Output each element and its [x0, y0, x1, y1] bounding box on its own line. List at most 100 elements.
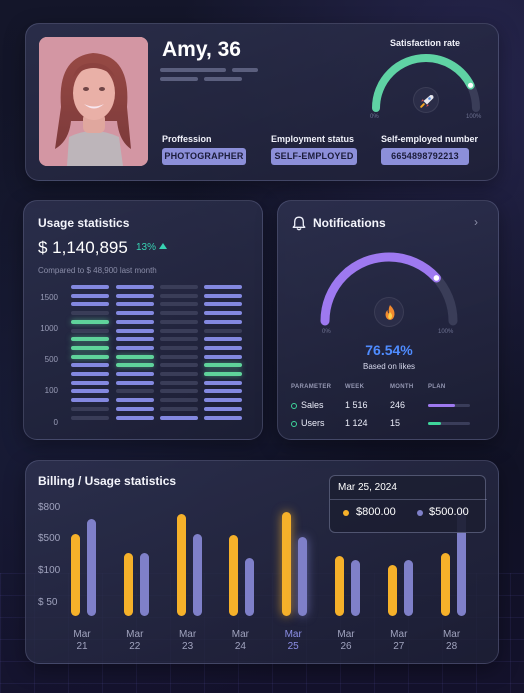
usage-bar-segment — [204, 372, 242, 376]
chevron-right-icon[interactable]: › — [474, 215, 478, 229]
profile-photo — [39, 37, 148, 166]
usage-y-tick: 0 — [53, 418, 58, 427]
table-header-week: WEEK — [345, 384, 365, 390]
usage-bar-segment — [116, 328, 154, 333]
usage-bar-segment — [71, 389, 109, 394]
plan-progress-track — [428, 422, 470, 425]
usage-bar-segment — [204, 311, 242, 316]
self-employed-number-chip: 6654898792213 — [381, 148, 469, 165]
notifications-card: Notifications › 0% 100% 76.54% Based on … — [277, 200, 499, 440]
plan-progress-fill — [428, 404, 456, 407]
usage-bar-segment — [71, 319, 109, 324]
avatar — [39, 37, 148, 166]
billing-bar[interactable] — [351, 559, 360, 616]
usage-bar-segment — [160, 319, 198, 324]
billing-bar[interactable] — [440, 553, 450, 616]
billing-bar[interactable] — [456, 508, 466, 616]
tooltip-value-b: $500.00 — [429, 506, 469, 518]
placeholder-line — [232, 68, 258, 72]
usage-bar-segment — [160, 311, 198, 316]
week-value: 1 124 — [345, 418, 368, 428]
billing-bar[interactable] — [229, 534, 239, 616]
series-b-dot-icon — [417, 510, 423, 516]
usage-bar-segment — [204, 380, 242, 385]
billing-bar[interactable] — [139, 552, 149, 616]
billing-x-label-line: 22 — [129, 641, 141, 652]
usage-growth: 13% — [136, 242, 168, 253]
plan-progress-fill — [428, 422, 442, 425]
billing-x-label-line: Mar — [73, 629, 91, 640]
billing-bar[interactable] — [245, 558, 255, 616]
billing-bar[interactable] — [403, 559, 413, 616]
usage-bar-segment — [116, 389, 154, 394]
param-name: Sales — [301, 400, 324, 410]
placeholder-line — [160, 77, 198, 81]
likes-gauge — [320, 252, 458, 326]
usage-bar-segment — [160, 337, 198, 342]
usage-bar-segment — [204, 345, 242, 350]
billing-bar[interactable] — [87, 519, 96, 616]
self-employed-number-label: Self-employed number — [381, 134, 479, 144]
status-dot-icon — [291, 421, 297, 427]
billing-usage-card: Billing / Usage statistics $800 $500 $100 $… — [25, 460, 499, 664]
usage-bar-segment — [71, 372, 109, 376]
usage-y-tick: 500 — [44, 355, 58, 364]
usage-bar-segment — [204, 415, 242, 420]
table-header-month: MONTH — [390, 384, 414, 390]
billing-x-label-line: Mar — [231, 629, 249, 640]
billing-bar[interactable] — [192, 533, 202, 616]
usage-bar-segment — [160, 380, 198, 385]
usage-bar-segment — [116, 345, 154, 350]
likes-gauge-fill — [320, 252, 458, 326]
billing-bar[interactable] — [282, 512, 292, 616]
likes-max-label: 100% — [438, 329, 454, 335]
usage-bar-segment — [116, 319, 154, 324]
billing-bar[interactable] — [387, 565, 397, 616]
usage-bar-segment — [71, 398, 109, 403]
rocket-icon — [413, 87, 439, 113]
billing-x-label-line: 27 — [393, 641, 405, 652]
billing-bar[interactable] — [71, 533, 80, 616]
billing-x-label-line: Mar — [126, 629, 144, 640]
billing-x-label: Mar 23 — [173, 629, 203, 653]
usage-bar-segment — [116, 398, 154, 403]
usage-bar-segment — [71, 380, 109, 385]
series-a-dot-icon — [343, 510, 349, 516]
billing-x-label-line: 25 — [287, 641, 299, 652]
usage-bar-segment — [160, 406, 198, 411]
likes-min-label: 0% — [322, 329, 331, 335]
satisfaction-gauge — [372, 54, 480, 112]
satisfaction-title: Satisfaction rate — [390, 38, 461, 48]
billing-x-label: Mar 28 — [437, 629, 467, 653]
month-value: 246 — [390, 400, 406, 410]
usage-bar-segment — [116, 415, 154, 420]
usage-bar-segment — [116, 311, 154, 316]
billing-x-label-line: Mar — [390, 629, 408, 640]
table-header-plan: PLAN — [428, 384, 446, 390]
employment-status-chip: SELF-EMPLOYED — [271, 148, 357, 165]
usage-bar-segment — [204, 406, 242, 411]
usage-bar-segment — [204, 302, 242, 307]
week-value: 1 516 — [345, 400, 368, 410]
likes-percent: 76.54% — [365, 342, 413, 358]
billing-x-label: Mar 27 — [384, 629, 414, 653]
usage-bar-segment — [71, 345, 109, 350]
usage-bar-segment — [204, 328, 242, 333]
usage-bar-segment — [160, 398, 198, 403]
billing-bar[interactable] — [176, 514, 186, 616]
table-header-parameter: PARAMETER — [291, 384, 332, 390]
profile-name: Amy, 36 — [162, 38, 241, 61]
billing-bar[interactable] — [123, 553, 133, 616]
usage-bar-segment — [204, 398, 242, 403]
satisfaction-gauge-knob — [467, 82, 474, 88]
billing-x-label: Mar 26 — [331, 629, 361, 653]
billing-x-label-line: Mar — [178, 629, 197, 640]
usage-bar-segment — [71, 354, 109, 359]
profile-card: Amy, 36 Proffession PHOTOGRAPHER Employm… — [25, 23, 499, 181]
usage-bar-segment — [116, 285, 154, 289]
billing-bar[interactable] — [298, 536, 308, 616]
month-value: 15 — [390, 418, 401, 428]
billing-bar[interactable] — [335, 555, 344, 616]
usage-title: Usage statistics — [38, 216, 130, 230]
profession-label: Proffession — [162, 134, 212, 144]
